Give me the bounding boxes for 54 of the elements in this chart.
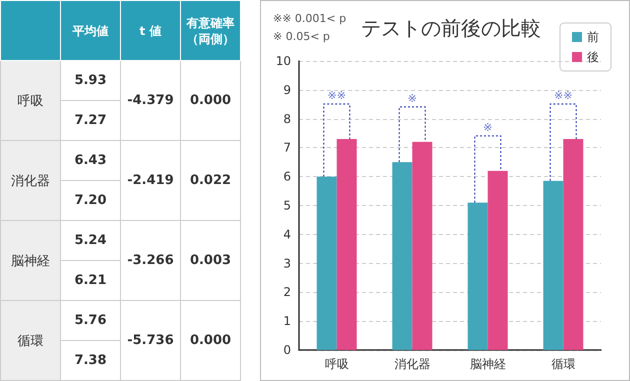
text: ※※ 0.001< p [273, 12, 346, 25]
text: 6.21 [60, 260, 120, 300]
legend-label: 後 [587, 50, 599, 64]
text: 呼吸 [0, 60, 60, 140]
bar [316, 176, 337, 350]
bar [412, 142, 432, 350]
text: 5.24 [60, 220, 120, 260]
bar [336, 139, 357, 350]
text: 平均値 [60, 0, 120, 60]
bar [543, 180, 564, 350]
bar [563, 139, 584, 350]
text: -3.266 [120, 220, 180, 300]
x-tick-label: 呼吸 [324, 357, 349, 371]
bar [488, 170, 508, 350]
text: 7.20 [60, 180, 120, 220]
annotation: ※※ [328, 89, 346, 102]
annotation: ※ [408, 92, 417, 105]
text: -2.419 [120, 140, 180, 220]
text: 0.022 [180, 140, 240, 220]
y-tick-label: 10 [276, 54, 291, 68]
text: 0.000 [180, 60, 240, 140]
x-tick-label: 脳神経 [470, 357, 506, 371]
text: 有意確率（両側） [180, 0, 240, 60]
text: -5.736 [120, 300, 180, 380]
text: 7.38 [60, 340, 120, 380]
x-tick-label: 消化器 [394, 357, 430, 371]
annotation: ※ [483, 120, 492, 134]
y-tick-label: 5 [283, 198, 291, 212]
y-tick-label: 1 [283, 314, 291, 328]
text: -4.379 [120, 60, 180, 140]
y-tick-label: 8 [283, 112, 291, 126]
text: 5.76 [60, 300, 120, 340]
y-tick-label: 7 [283, 140, 291, 155]
y-tick-label: 3 [283, 256, 291, 270]
y-tick-label: 6 [283, 170, 291, 184]
text: 5.93 [60, 60, 120, 100]
text: 消化器 [0, 140, 60, 220]
y-tick-label: 2 [283, 285, 291, 300]
text: 0.000 [180, 300, 240, 380]
y-tick-label: 4 [283, 227, 291, 242]
annotation: ※※ [554, 89, 572, 102]
text: 6.43 [60, 140, 120, 180]
y-tick-label: 0 [283, 343, 291, 357]
x-tick-label: 循環 [551, 357, 576, 371]
text: 7.27 [60, 100, 120, 140]
y-tick-label: 9 [283, 82, 291, 97]
text: 脳神経 [0, 220, 60, 300]
bar [392, 162, 412, 350]
legend-label: 前 [587, 30, 599, 44]
text: 0.003 [180, 220, 240, 300]
text: t 値 [120, 0, 180, 60]
text: ※ 0.05< p [273, 30, 330, 43]
bar [468, 202, 488, 350]
chart-title: テストの前後の比較 [361, 16, 541, 40]
